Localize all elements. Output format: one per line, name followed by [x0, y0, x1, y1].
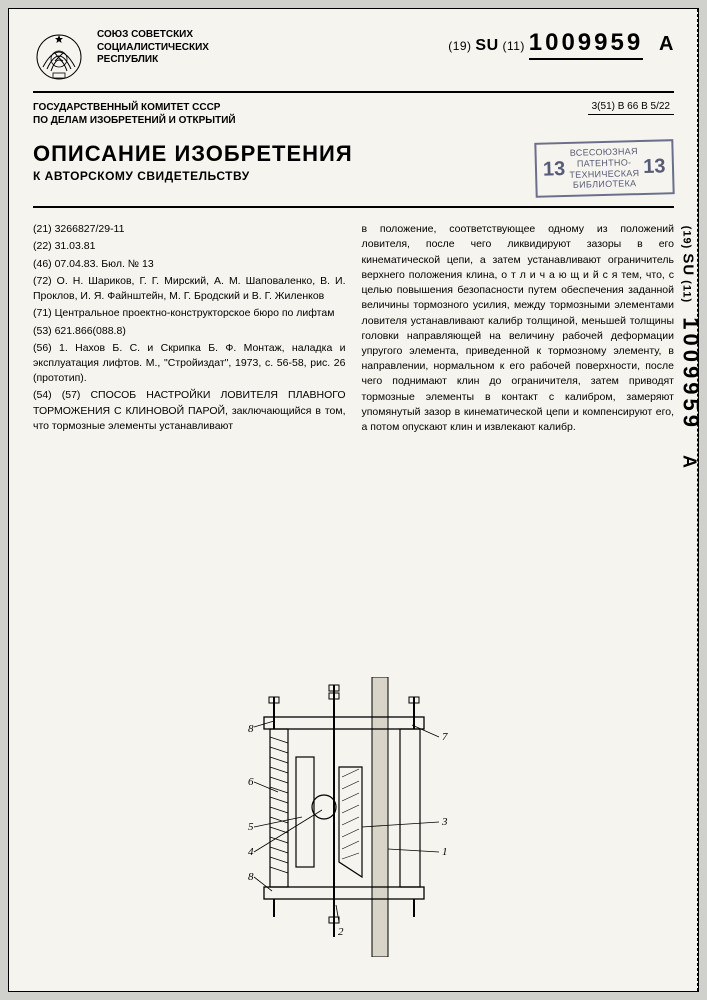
rule-2: [33, 206, 674, 208]
side-publication-number: (19) SU (11) 1009959 A: [677, 226, 703, 469]
rule-1: [33, 91, 674, 93]
kind-code: A: [659, 33, 674, 55]
right-column: в положение, соответствующее одному из п…: [362, 222, 675, 437]
ussr-emblem: [33, 29, 85, 85]
patent-page: СОЮЗ СОВЕТСКИХ СОЦИАЛИСТИЧЕСКИХ РЕСПУБЛИ…: [8, 8, 699, 992]
committee: ГОСУДАРСТВЕННЫЙ КОМИТЕТ СССР ПО ДЕЛАМ ИЗ…: [33, 101, 236, 127]
stamp-l4: БИБЛИОТЕКА: [570, 178, 640, 191]
side-num: 1009959: [678, 317, 703, 431]
country-code: SU: [475, 37, 498, 54]
field-53: (53) 621.866(088.8): [33, 324, 346, 339]
field-46: (46) 07.04.83. Бюл. № 13: [33, 257, 346, 272]
ipc-code: 3(51) В 66 В 5/22: [588, 101, 674, 115]
committee-line2: ПО ДЕЛАМ ИЗОБРЕТЕНИЙ И ОТКРЫТИЙ: [33, 114, 236, 127]
title-stamp-row: ОПИСАНИЕ ИЗОБРЕТЕНИЯ К АВТОРСКОМУ СВИДЕТ…: [33, 141, 674, 196]
ussr-line-2: СОЦИАЛИСТИЧЕСКИХ: [97, 42, 436, 55]
label-8: 8: [248, 723, 254, 735]
committee-line1: ГОСУДАРСТВЕННЫЙ КОМИТЕТ СССР: [33, 101, 236, 114]
stamp-right-num: 13: [643, 155, 666, 179]
abstract-body: в положение, соответствующее одному из п…: [362, 222, 675, 435]
side-su: SU: [679, 253, 696, 276]
left-column: (21) 3266827/29-11 (22) 31.03.81 (46) 07…: [33, 222, 346, 437]
right-dotted-edge: [697, 9, 698, 991]
label-3: 3: [441, 816, 448, 828]
title-main: ОПИСАНИЕ ИЗОБРЕТЕНИЯ: [33, 141, 353, 167]
field-54-57: (54) (57) СПОСОБ НАСТРОЙКИ ЛОВИТЕЛЯ ПЛАВ…: [33, 388, 346, 434]
stamp-text: ВСЕСОЮЗНАЯ ПАТЕНТНО- ТЕХНИЧЕСКАЯ БИБЛИОТ…: [569, 146, 640, 191]
publication-number: (19) SU (11) 1009959 A: [448, 29, 674, 57]
side-a: A: [679, 455, 699, 469]
title-sub: К АВТОРСКОМУ СВИДЕТЕЛЬСТВУ: [33, 169, 353, 183]
side-prefix-19: (19): [680, 226, 692, 250]
library-stamp: 13 ВСЕСОЮЗНАЯ ПАТЕНТНО- ТЕХНИЧЕСКАЯ БИБЛ…: [535, 139, 675, 198]
technical-diagram: 8 6 5 4 8 7 3 1 2: [214, 677, 494, 957]
header: СОЮЗ СОВЕТСКИХ СОЦИАЛИСТИЧЕСКИХ РЕСПУБЛИ…: [33, 29, 674, 85]
field-71: (71) Центральное проектно-конструкторско…: [33, 306, 346, 321]
field-21: (21) 3266827/29-11: [33, 222, 346, 237]
diagram-svg: 8 6 5 4 8 7 3 1 2: [214, 677, 494, 957]
committee-classification-row: ГОСУДАРСТВЕННЫЙ КОМИТЕТ СССР ПО ДЕЛАМ ИЗ…: [33, 101, 674, 127]
field-56: (56) 1. Нахов Б. С. и Скрипка Б. Ф. Монт…: [33, 341, 346, 387]
label-6: 6: [248, 776, 254, 788]
side-prefix-11: (11): [680, 280, 692, 303]
ussr-header-text: СОЮЗ СОВЕТСКИХ СОЦИАЛИСТИЧЕСКИХ РЕСПУБЛИ…: [97, 29, 436, 67]
label-1: 1: [442, 846, 448, 858]
field-72: (72) О. Н. Шариков, Г. Г. Мирский, А. М.…: [33, 274, 346, 304]
label-7: 7: [442, 731, 448, 743]
ussr-line-1: СОЮЗ СОВЕТСКИХ: [97, 29, 436, 42]
label-8b: 8: [248, 871, 254, 883]
prefix-11: (11): [502, 39, 524, 53]
label-4: 4: [248, 846, 254, 858]
label-2: 2: [338, 926, 344, 938]
stamp-left-num: 13: [543, 158, 566, 182]
label-5: 5: [248, 821, 254, 833]
field-22: (22) 31.03.81: [33, 239, 346, 254]
doc-number: 1009959: [529, 29, 643, 60]
classification: 3(51) В 66 В 5/22: [588, 101, 674, 127]
body-columns: (21) 3266827/29-11 (22) 31.03.81 (46) 07…: [33, 222, 674, 437]
title-block: ОПИСАНИЕ ИЗОБРЕТЕНИЯ К АВТОРСКОМУ СВИДЕТ…: [33, 141, 353, 183]
ussr-line-3: РЕСПУБЛИК: [97, 54, 436, 67]
prefix-19: (19): [448, 39, 471, 53]
